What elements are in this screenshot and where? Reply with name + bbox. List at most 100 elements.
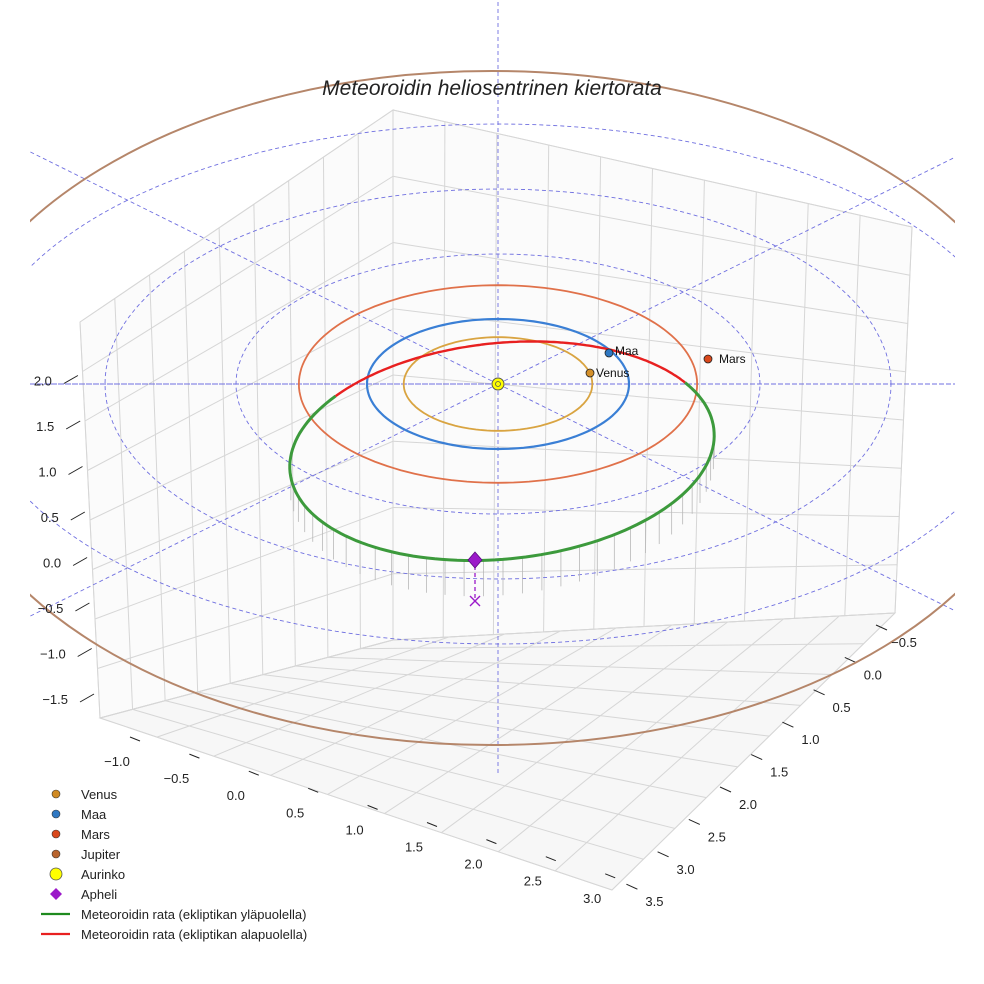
x-tick-label: 1.5	[405, 840, 423, 855]
x-tick	[605, 873, 616, 879]
x-tick-label: −1.0	[104, 754, 130, 769]
x-tick-label: −0.5	[164, 771, 190, 786]
z-tick	[70, 511, 86, 521]
back-wall-gridline	[392, 374, 904, 421]
y-tick-label: 1.0	[801, 732, 819, 747]
z-tick	[75, 602, 90, 612]
left-wall-gridline	[84, 242, 394, 422]
x-tick	[129, 736, 141, 742]
floor-gridline	[384, 624, 673, 814]
z-tick-label: −1.5	[42, 692, 68, 707]
y-tick-label: 3.5	[645, 894, 663, 909]
bodies: Venus Maa Mars	[467, 344, 746, 607]
legend-swatch	[51, 829, 61, 839]
planet-venus	[585, 368, 595, 378]
sun-core	[495, 381, 501, 387]
axis-tick-labels: −1.5 −1.0 −0.5 0.0 0.5 1.0 1.5 2.0 −1.0 −0.5 0.0 0.…	[34, 374, 917, 910]
z-tick-label: 0.5	[41, 510, 59, 525]
floor-gridline	[132, 708, 644, 860]
legend-label: Jupiter	[81, 847, 121, 862]
y-tick	[719, 786, 732, 793]
y-tick-label: 2.0	[739, 797, 757, 812]
left-wall-gridline	[82, 175, 394, 372]
y-tick	[813, 689, 825, 696]
left-wall-gridline	[97, 573, 394, 669]
y-tick-label: 3.0	[677, 862, 695, 877]
floor-gridline	[99, 717, 613, 891]
floor-gridline	[230, 682, 738, 768]
left-wall-gridline	[92, 440, 394, 570]
planet-label-maa: Maa	[615, 344, 639, 358]
chart-title: Meteoroidin heliosentrinen kiertorata	[322, 77, 662, 100]
meteoroid-orbit-above	[288, 381, 716, 562]
orbit-venus	[402, 336, 594, 432]
left-wall-gridline	[89, 374, 394, 521]
meteoroid-orbit-below	[334, 340, 686, 398]
z-tick-label: −0.5	[38, 601, 64, 616]
floor-gridline	[497, 618, 784, 853]
ecliptic-ring	[104, 188, 892, 580]
legend-label: Meteoroidin rata (ekliptikan yläpuolella…	[81, 907, 306, 922]
ecliptic-spoke	[30, 383, 499, 617]
back-wall-gridline	[392, 109, 913, 228]
z-tick	[79, 693, 95, 703]
x-tick	[545, 856, 556, 862]
back-wall-gridline	[392, 242, 908, 324]
legend-swatch	[51, 849, 61, 859]
z-tick	[77, 648, 92, 657]
y-tick	[657, 851, 669, 858]
z-tick-label: −1.0	[40, 647, 66, 662]
floor-gridline	[262, 674, 770, 737]
floor-gridline	[164, 700, 676, 829]
floor-gridline	[295, 665, 801, 706]
y-tick	[875, 624, 888, 631]
ecliptic-ring	[30, 123, 955, 645]
x-tick-label: 2.0	[464, 857, 482, 872]
x-tick	[248, 770, 259, 776]
legend-swatch	[50, 888, 62, 900]
x-tick-label: 0.5	[286, 805, 304, 820]
x-tick	[426, 822, 438, 827]
legend: Venus Maa Mars Jupiter Aurinko Apheli Meteoroi…	[41, 787, 307, 942]
x-tick-label: 0.0	[227, 788, 245, 803]
x-tick	[367, 804, 378, 810]
legend-label: Apheli	[81, 887, 117, 902]
x-tick	[486, 839, 497, 845]
planet-mars	[703, 354, 713, 364]
back-wall-gridline	[392, 440, 902, 469]
legend-label: Maa	[81, 807, 107, 822]
floor-gridline	[156, 636, 449, 738]
y-tick	[782, 721, 794, 728]
legend-label: Aurinko	[81, 867, 125, 882]
left-wall-gridline	[87, 308, 394, 471]
floor-gridline	[327, 656, 833, 676]
ecliptic-spoke	[30, 151, 499, 385]
back-wall-gridline	[392, 507, 900, 517]
axis-grid	[79, 109, 913, 891]
z-tick-label: 2.0	[34, 374, 52, 389]
legend-swatch	[49, 867, 63, 881]
planet-label-venus: Venus	[596, 366, 629, 380]
x-tick	[308, 787, 319, 793]
orbit-maa	[365, 317, 631, 451]
x-tick	[189, 753, 200, 759]
orbit-jupiter	[30, 70, 955, 746]
z-tick-label: 1.5	[36, 419, 54, 434]
y-tick	[844, 656, 857, 663]
floor-gridline	[360, 643, 864, 650]
meteoroid-orbit	[288, 340, 716, 562]
planet-label-mars: Mars	[719, 352, 746, 366]
legend-label: Meteoroidin rata (ekliptikan alapuolella…	[81, 927, 307, 942]
y-tick-label: −0.5	[891, 635, 917, 650]
ecliptic-spoke	[497, 383, 955, 612]
ecliptic-spoke	[497, 156, 955, 385]
y-tick-label: 0.5	[833, 700, 851, 715]
legend-swatch	[51, 809, 61, 819]
floor-gridline	[213, 633, 505, 757]
axis-tick-marks	[63, 375, 888, 890]
back-wall-gridline	[392, 175, 910, 276]
left-wall-gridline	[94, 507, 394, 620]
aphelion-projection-marker	[469, 595, 481, 607]
z-tick	[65, 420, 81, 430]
left-wall-gridline	[99, 639, 394, 719]
